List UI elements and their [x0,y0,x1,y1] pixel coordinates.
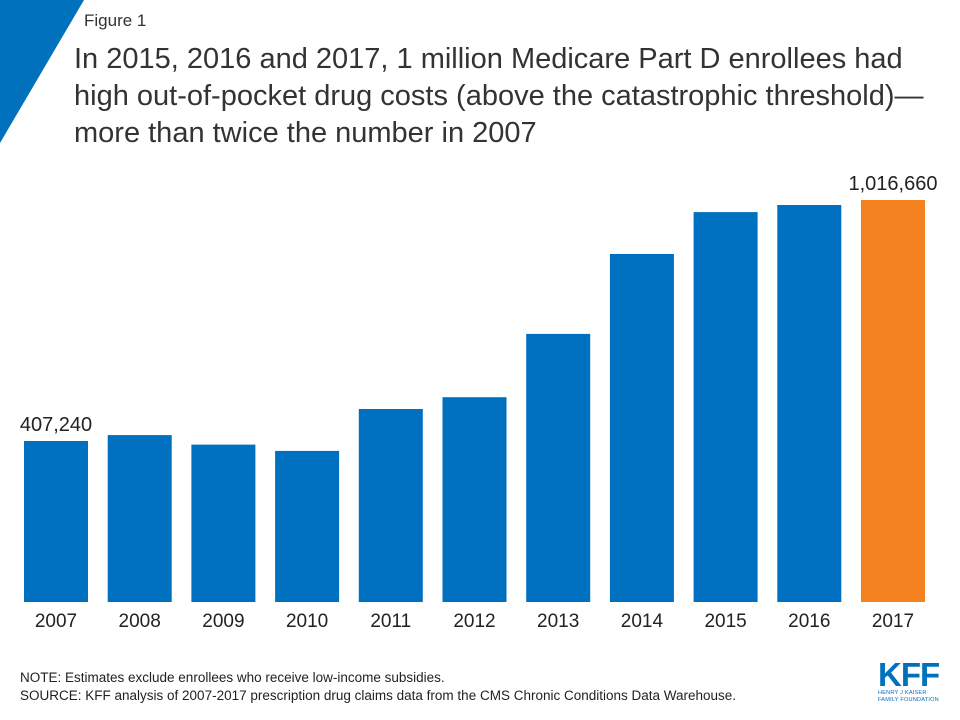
bar-chart: 2007 2008 2009 2010 2011 2012 2013 2014 2015 2016… [20,173,938,632]
x-tick-label-2014: 2014 [621,611,664,632]
bar-2012 [442,397,507,602]
bar-2011 [358,409,423,602]
kff-logo: KFF HENRY J KAISER FAMILY FOUNDATION [878,656,948,704]
corner-accent [0,0,84,143]
x-tick-label-2010: 2010 [286,611,328,632]
chart-title: In 2015, 2016 and 2017, 1 million Medica… [74,43,924,149]
bar-2016 [777,205,842,602]
figure-label: Figure 1 [84,11,147,30]
x-tick-label-2015: 2015 [704,611,746,632]
x-tick-label-2017: 2017 [872,611,914,632]
note-text: NOTE: Estimates exclude enrollees who re… [20,670,445,685]
footnotes: NOTE: Estimates exclude enrollees who re… [20,669,736,705]
bar-2007 [24,441,88,602]
data-label-2017: 1,016,660 [849,173,938,195]
bar-2013 [526,333,591,602]
bar-2010 [275,450,340,602]
source-text: SOURCE: KFF analysis of 2007-2017 prescr… [20,688,737,703]
x-tick-label-2008: 2008 [119,611,161,632]
x-tick-label-2007: 2007 [35,611,77,632]
corner-triangle [0,0,84,143]
bar-2015 [693,212,758,602]
x-tick-label-2016: 2016 [788,611,830,632]
logo-mark: KFF [878,656,940,693]
data-label-2007: 407,240 [20,414,92,436]
x-tick-label-2012: 2012 [453,611,495,632]
bar-2009 [191,444,256,602]
bar-2017 [861,200,925,602]
bar-2014 [609,254,674,602]
x-tick-label-2013: 2013 [537,611,579,632]
x-tick-label-2011: 2011 [370,611,411,632]
x-tick-label-2009: 2009 [202,611,244,632]
bar-2008 [107,435,172,602]
logo-line-1: HENRY J KAISER [878,690,927,696]
logo-line-2: FAMILY FOUNDATION [878,697,939,703]
